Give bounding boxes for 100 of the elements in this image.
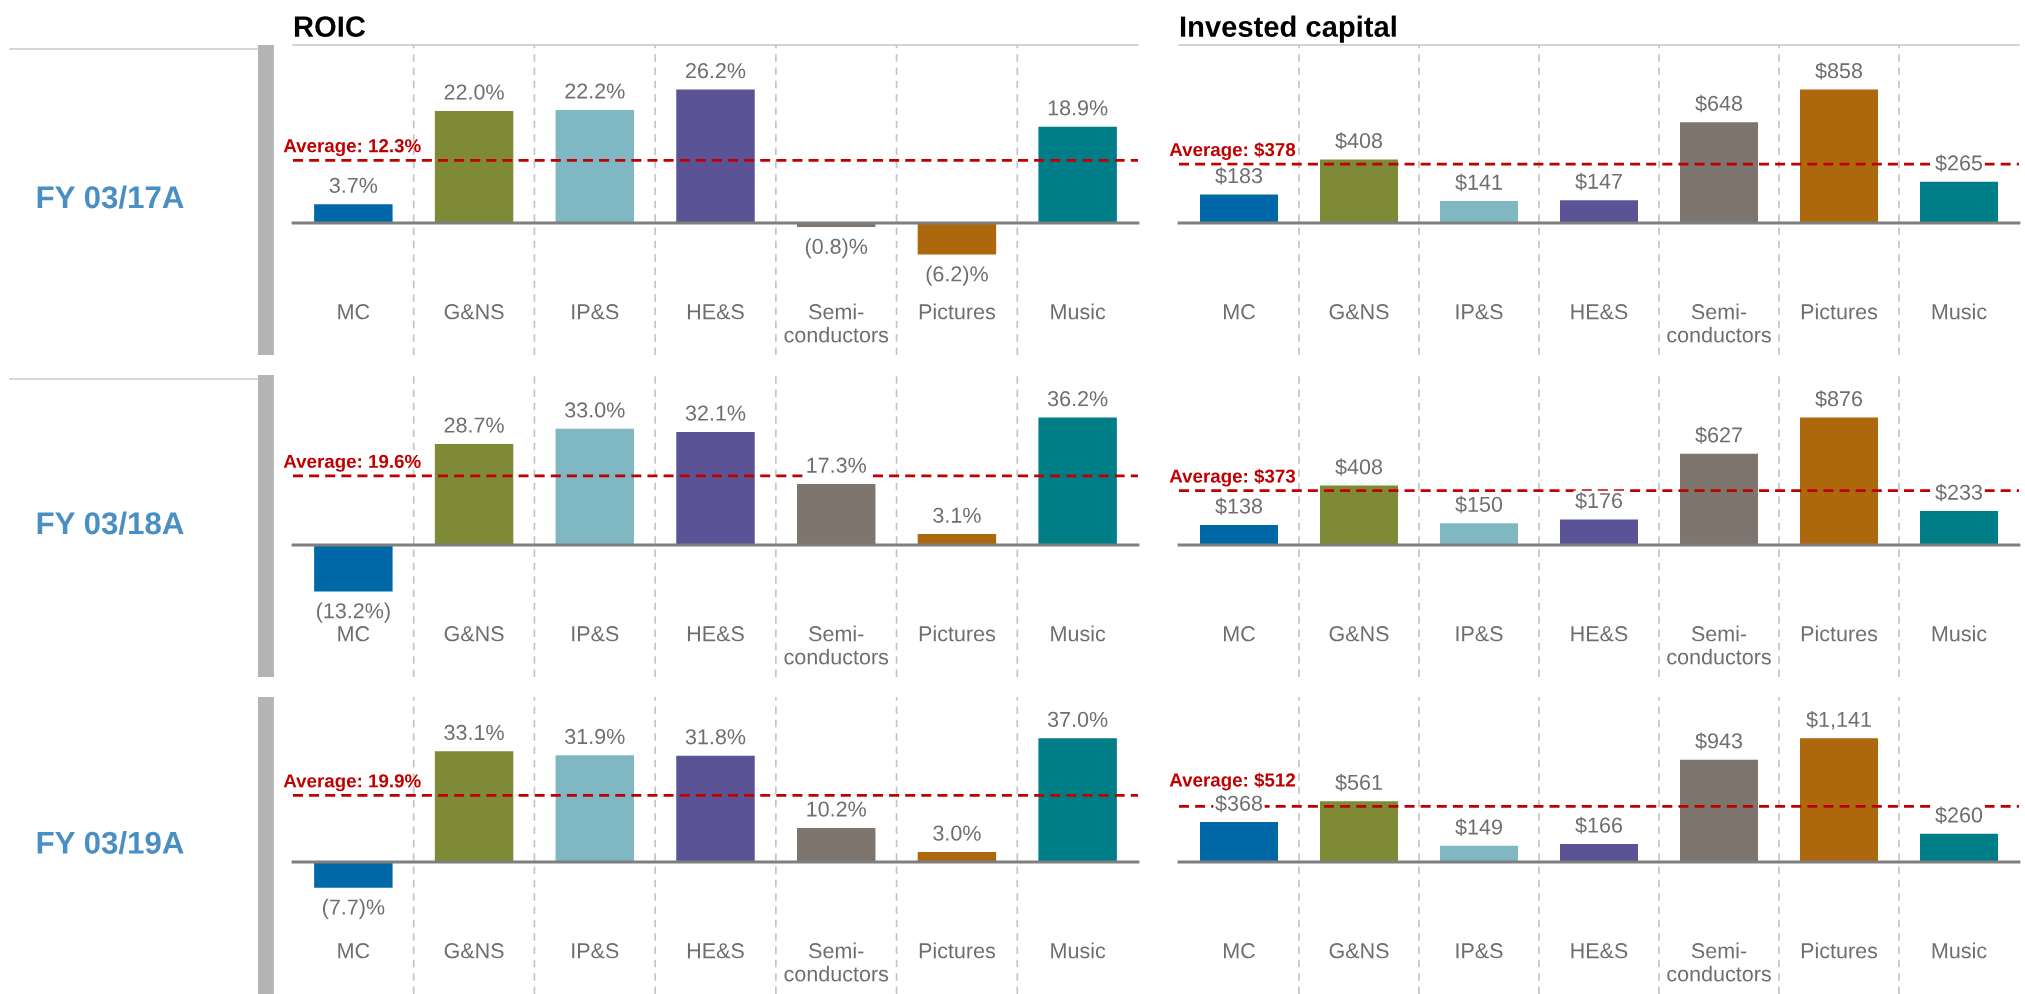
data-label: $149 <box>1455 818 1502 836</box>
bar <box>1038 738 1117 862</box>
bar <box>1320 801 1398 862</box>
x-tick-label: G&NS <box>1329 943 1389 959</box>
data-label: $141 <box>1455 173 1502 192</box>
data-label: (7.7)% <box>322 898 385 919</box>
bar <box>555 755 635 862</box>
x-tick-label: MC <box>338 626 370 642</box>
bar <box>676 89 755 223</box>
data-label: $408 <box>1335 132 1383 150</box>
data-label: 32.1% <box>685 405 746 421</box>
data-label: $648 <box>1695 94 1743 113</box>
bar <box>1800 89 1878 223</box>
x-tick-label: HE&S <box>687 304 744 320</box>
bar <box>1038 126 1117 223</box>
x-tick-label: G&NS <box>444 943 504 959</box>
data-label: 33.1% <box>444 724 504 741</box>
x-tick-label: IP&S <box>1456 943 1503 959</box>
bar <box>1680 453 1758 545</box>
chart-title: Invested capital <box>1180 15 1396 43</box>
data-label: (0.8)% <box>805 238 868 259</box>
ref-line-label: Average: 19.6% <box>283 454 421 472</box>
bar <box>1800 738 1878 862</box>
x-tick-label: HE&S <box>1571 304 1628 320</box>
x-tick-label: HE&S <box>687 626 744 642</box>
data-label: 17.3% <box>807 457 866 473</box>
data-label: 3.1% <box>933 507 981 523</box>
bar <box>676 755 755 862</box>
data-label: $147 <box>1575 172 1622 191</box>
data-label: $150 <box>1455 495 1503 514</box>
bar <box>314 204 393 223</box>
bar <box>1200 822 1278 862</box>
bar <box>1200 524 1278 545</box>
data-label: $183 <box>1215 167 1262 185</box>
bar <box>314 545 393 592</box>
x-tick-label: Music <box>1932 303 1987 320</box>
x-tick-label: Semi- conductors <box>784 942 889 982</box>
data-label: $943 <box>1695 732 1742 750</box>
data-label: $368 <box>1215 794 1263 813</box>
data-label: 18.9% <box>1048 100 1108 116</box>
bar <box>1440 201 1518 223</box>
data-label: 3.7% <box>329 177 378 193</box>
ref-line-label: Average: 19.9% <box>283 774 421 792</box>
bar <box>796 827 876 862</box>
data-label: 28.7% <box>444 417 504 433</box>
data-label: 10.2% <box>807 801 866 817</box>
bar <box>434 110 514 223</box>
bar <box>434 443 514 545</box>
bar <box>796 484 876 545</box>
bar <box>434 751 514 862</box>
x-tick-label: Music <box>1932 942 1987 959</box>
data-label: $265 <box>1935 154 1983 172</box>
x-tick-label: Pictures <box>919 942 996 959</box>
x-tick-label: HE&S <box>1571 943 1628 959</box>
x-tick-label: HE&S <box>687 943 744 959</box>
data-label: $561 <box>1335 773 1382 792</box>
bar <box>676 431 755 545</box>
ref-line-label: Average: $373 <box>1169 468 1296 487</box>
x-tick-label: Pictures <box>1801 942 1878 959</box>
bar <box>555 428 635 545</box>
data-label: $858 <box>1815 62 1863 80</box>
x-tick-label: G&NS <box>1329 626 1389 642</box>
data-label: $627 <box>1695 426 1742 444</box>
x-tick-label: Semi- conductors <box>1667 942 1771 982</box>
x-tick-label: Semi- conductors <box>1667 303 1771 343</box>
x-tick-label: Semi- conductors <box>784 625 889 665</box>
bar <box>1560 200 1638 223</box>
x-tick-label: MC <box>338 943 370 959</box>
bar <box>1320 159 1398 223</box>
bar <box>1038 417 1117 545</box>
x-tick-label: Pictures <box>1801 625 1878 642</box>
x-tick-label: G&NS <box>1329 304 1389 320</box>
x-tick-label: Pictures <box>1801 303 1878 320</box>
bar <box>555 109 635 223</box>
bar <box>917 534 997 545</box>
data-label: (13.2%) <box>317 602 390 623</box>
data-label: 37.0% <box>1047 711 1108 728</box>
data-label: 22.0% <box>444 84 504 100</box>
data-label: (6.2)% <box>926 265 988 286</box>
data-label: $408 <box>1335 458 1383 476</box>
ref-line-label: Average: 12.3% <box>283 139 421 157</box>
bar <box>1560 844 1638 862</box>
data-label: 3.0% <box>933 825 981 841</box>
x-tick-label: IP&S <box>1456 626 1503 642</box>
bar <box>1920 181 1998 223</box>
x-tick-label: G&NS <box>444 304 504 320</box>
x-tick-label: G&NS <box>444 626 504 642</box>
x-tick-label: MC <box>1224 626 1255 642</box>
data-label: $876 <box>1815 390 1862 408</box>
x-tick-label: MC <box>338 304 370 320</box>
y-axis-title: FY 03/17A <box>37 185 184 209</box>
x-tick-label: MC <box>1224 943 1255 959</box>
x-tick-label: Semi- conductors <box>784 303 889 343</box>
x-tick-label: MC <box>1224 304 1255 320</box>
data-label: $166 <box>1575 816 1622 835</box>
x-tick-label: IP&S <box>572 626 619 642</box>
x-tick-label: Pictures <box>919 625 996 642</box>
x-tick-label: Music <box>1932 625 1987 642</box>
data-label: $260 <box>1935 806 1983 824</box>
bar <box>1440 523 1518 545</box>
